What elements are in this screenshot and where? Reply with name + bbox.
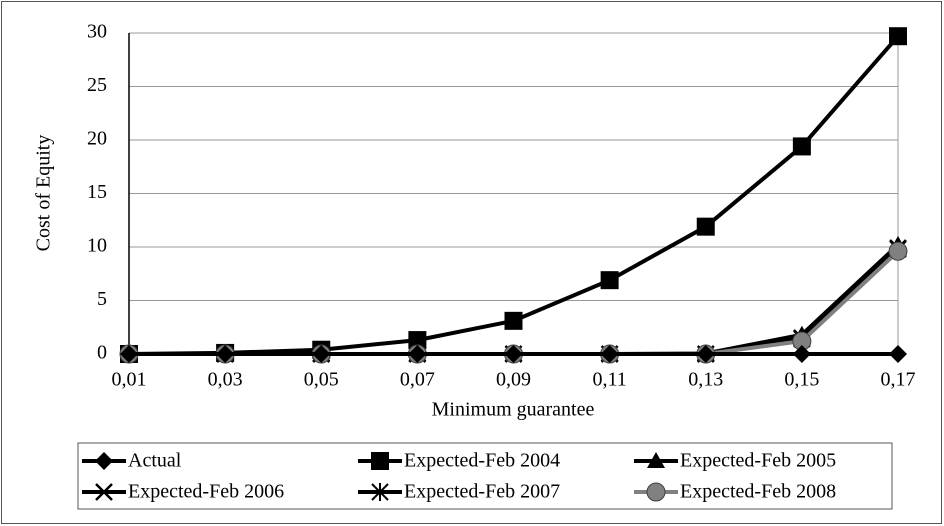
- legend-marker: [647, 452, 665, 468]
- y-tick-label: 5: [97, 288, 107, 310]
- legend-marker: [371, 483, 389, 501]
- x-tick-label: 0,09: [496, 369, 531, 391]
- legend-label: Expected-Feb 2004: [404, 450, 560, 472]
- legend-label: Actual: [128, 450, 182, 472]
- legend-marker: [646, 482, 666, 502]
- y-tick-label: 0: [97, 342, 107, 364]
- legend-label: Expected-Feb 2005: [680, 450, 836, 472]
- data-point: [408, 331, 427, 350]
- x-tick-label: 0,15: [784, 369, 819, 391]
- data-point: [696, 345, 715, 363]
- legend-marker: [95, 483, 113, 501]
- data-point: [600, 271, 619, 290]
- data-point: [889, 27, 907, 46]
- legend-box: [77, 442, 893, 510]
- data-point: [792, 137, 811, 156]
- x-tick-label: 0,17: [881, 369, 916, 391]
- data-point: [408, 345, 427, 363]
- legend-label: Expected-Feb 2006: [128, 481, 284, 503]
- data-point: [312, 345, 331, 363]
- data-point: [504, 345, 523, 363]
- x-tick-label: 0,13: [688, 369, 723, 391]
- x-axis-title: Minimum guarantee: [432, 399, 595, 421]
- y-tick-label: 20: [87, 128, 107, 150]
- x-tick-label: 0,03: [208, 369, 243, 391]
- series-line: [128, 34, 900, 356]
- series-line: [129, 243, 900, 356]
- x-tick-label: 0,11: [592, 369, 626, 391]
- legend-marker: [95, 452, 113, 470]
- y-tick-label: 30: [87, 21, 107, 43]
- x-tick-label: 0,01: [112, 369, 147, 391]
- data-point: [792, 345, 811, 363]
- x-tick-label: 0,07: [400, 369, 435, 391]
- data-point: [888, 241, 908, 261]
- legend-label: Expected-Feb 2008: [680, 481, 836, 503]
- data-point: [504, 311, 523, 330]
- y-tick-label: 25: [87, 74, 107, 96]
- data-point: [696, 217, 715, 236]
- data-point: [889, 345, 907, 363]
- legend-marker: [371, 452, 389, 470]
- data-point: [600, 345, 619, 363]
- data-point: [216, 345, 235, 363]
- x-tick-label: 0,05: [304, 369, 339, 391]
- y-axis-title: Cost of Equity: [33, 135, 55, 252]
- legend-label: Expected-Feb 2007: [404, 481, 560, 503]
- y-tick-label: 15: [87, 181, 107, 203]
- data-point: [120, 345, 138, 363]
- y-tick-label: 10: [87, 235, 107, 257]
